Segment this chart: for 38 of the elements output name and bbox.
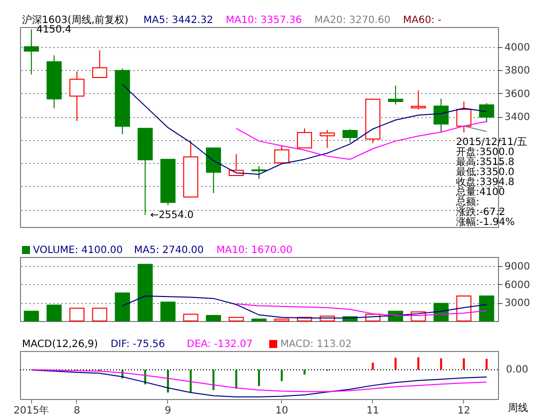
annotation: 开盘:3500.0 (456, 146, 514, 158)
y-tick-label: 9000 (504, 262, 530, 273)
annotation: 涨幅:-1.94% (456, 216, 515, 228)
text: MA5: 3442.32 (143, 15, 214, 26)
text: MA20: 3270.60 (314, 15, 390, 26)
annotation: 收盘:3394.8 (456, 176, 514, 188)
chart-title: MACD(12,26,9) (22, 339, 98, 350)
x-tick-label: 11 (366, 406, 380, 416)
y-tick-label: 3000 (504, 298, 530, 310)
legend-label: MACD: 113.02 (280, 339, 352, 350)
annotation: 总额: (455, 196, 480, 208)
x-tick-label: 8 (74, 406, 80, 416)
x-tick-label: 9 (164, 406, 172, 416)
annotation: ←2554.0 (150, 210, 194, 221)
text: MA10: 3357.36 (226, 15, 302, 26)
annotation: 涨跌:-67.2 (456, 206, 506, 218)
y-tick-label: 3800 (504, 66, 530, 77)
annotation: 最高:3515.8 (456, 156, 514, 168)
text: DIF: -75.56 (110, 339, 166, 350)
annotation: 最低:3350.0 (456, 167, 514, 178)
legend-label: MA60: - (403, 15, 442, 26)
annotation: 2015/12/11/五 (456, 137, 528, 148)
y-tick-label: 3400 (504, 112, 530, 124)
text: 周线 (508, 402, 528, 414)
x-tick-label: 12 (457, 406, 470, 416)
y-tick-label: 4000 (504, 42, 530, 54)
annotation: 总量:4100 (455, 186, 505, 198)
y-tick-label: 6000 (504, 280, 530, 291)
text: 0.00 (506, 364, 528, 376)
y-tick-label: 3600 (504, 88, 530, 100)
text: DEA: -132.07 (186, 339, 253, 350)
chart-title: 沪深1603(周线,前复权) (22, 14, 129, 26)
x-tick-label: 10 (275, 406, 288, 416)
x-tick-label: 2015年 (14, 404, 50, 416)
legend-label: VOLUME: 4100.00 (33, 245, 123, 256)
annotation: 4150.4 (36, 24, 72, 36)
text: MA5: 2740.00 (134, 245, 204, 256)
text: MA10: 1670.00 (216, 245, 292, 256)
